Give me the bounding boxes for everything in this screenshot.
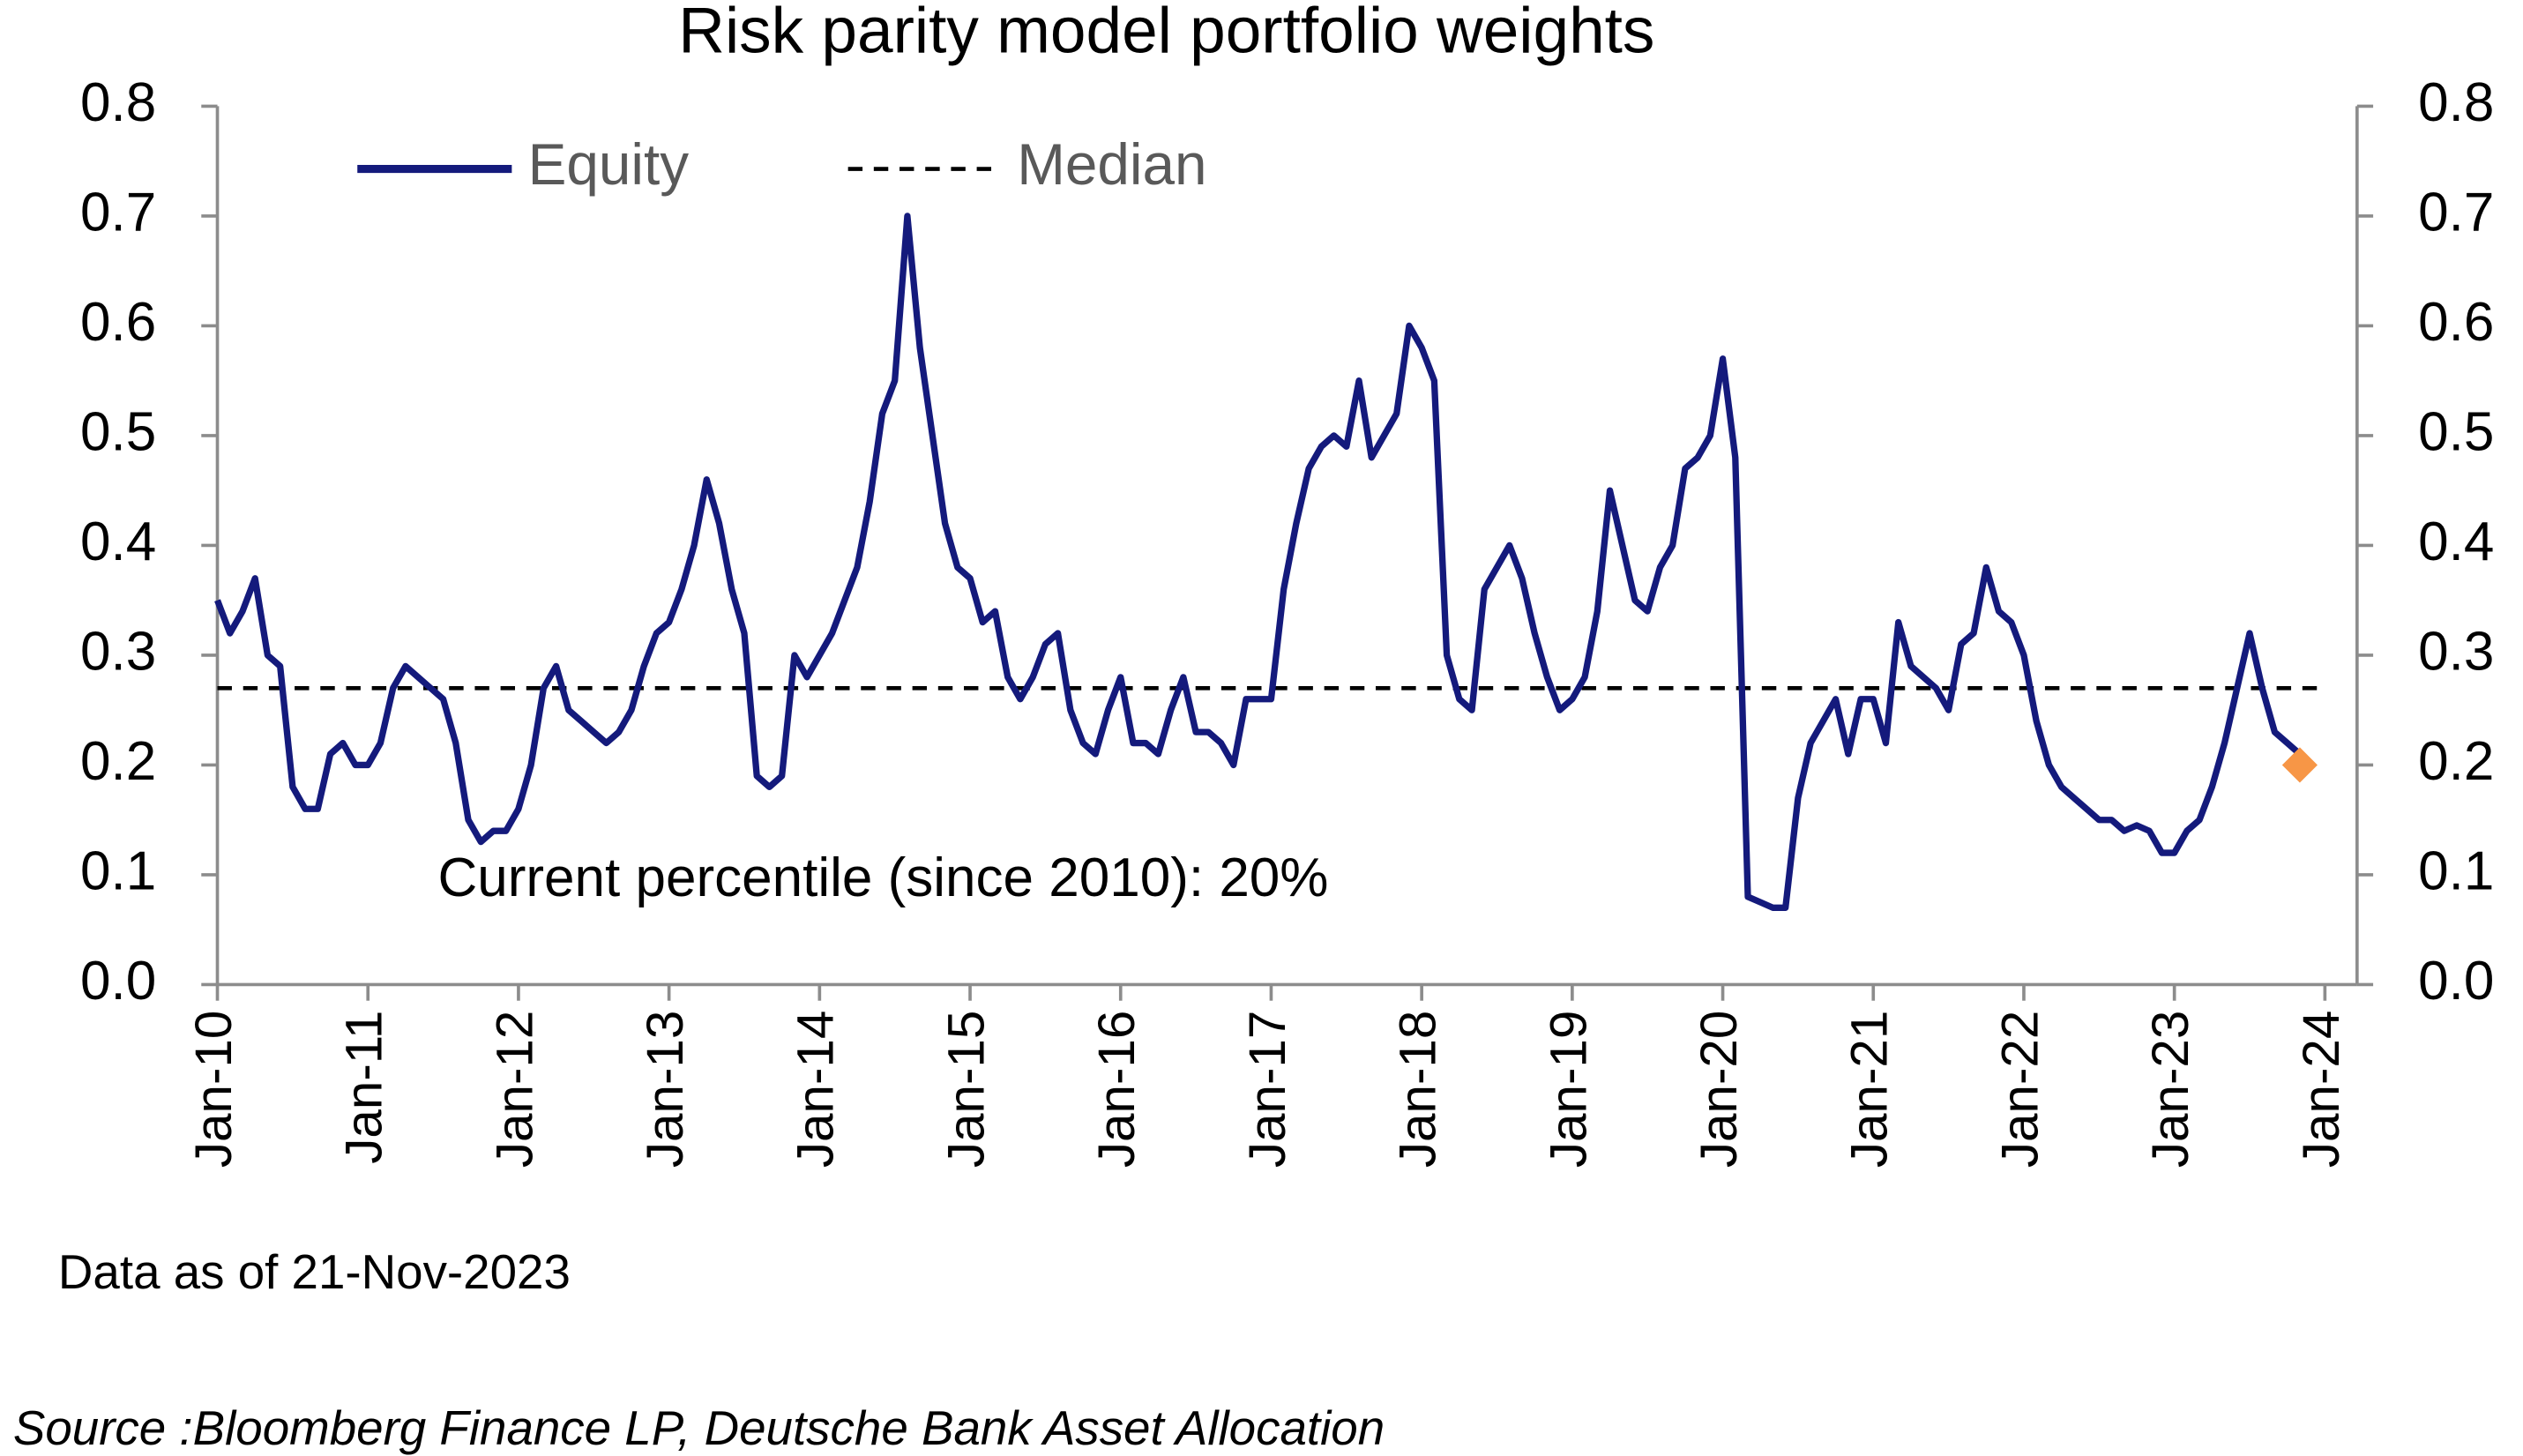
y2-tick-label: 0.1	[2418, 840, 2494, 901]
y-tick-label: 0.8	[80, 72, 156, 133]
y-tick-label: 0.2	[80, 731, 156, 792]
y2-tick-label: 0.2	[2418, 731, 2494, 792]
y-tick-label: 0.4	[80, 511, 156, 572]
y2-tick-label: 0.6	[2418, 292, 2494, 353]
note: Data as of 21-Nov-2023	[58, 1244, 571, 1299]
legend-label: Median	[1017, 132, 1206, 197]
y-tick-label: 0.3	[80, 621, 156, 682]
y2-tick-label: 0.7	[2418, 182, 2494, 243]
y-tick-label: 0.5	[80, 401, 156, 462]
legend-label: Equity	[528, 132, 690, 197]
y2-tick-label: 0.4	[2418, 511, 2494, 572]
x-tick-label: Jan-11	[336, 1011, 393, 1164]
y-tick-label: 0.7	[80, 182, 156, 243]
x-tick-label: Jan-20	[1691, 1011, 1748, 1168]
x-tick-label: Jan-22	[1991, 1011, 2049, 1168]
current-marker	[2281, 747, 2318, 783]
x-tick-label: Jan-19	[1540, 1011, 1597, 1168]
x-tick-label: Jan-21	[1841, 1011, 1899, 1168]
x-tick-label: Jan-14	[788, 1011, 845, 1168]
y2-tick-label: 0.5	[2418, 401, 2494, 462]
x-tick-label: Jan-18	[1390, 1011, 1447, 1168]
source: Source :Bloomberg Finance LP, Deutsche B…	[13, 1400, 1385, 1455]
x-tick-label: Jan-24	[2293, 1011, 2350, 1168]
y-tick-label: 0.1	[80, 840, 156, 901]
y2-tick-label: 0.0	[2418, 951, 2494, 1012]
y2-tick-label: 0.8	[2418, 72, 2494, 133]
x-tick-label: Jan-12	[486, 1011, 543, 1168]
x-tick-label: Jan-10	[185, 1011, 243, 1168]
y-tick-label: 0.0	[80, 951, 156, 1012]
x-tick-label: Jan-17	[1239, 1011, 1296, 1168]
x-tick-label: Jan-15	[937, 1011, 995, 1168]
annotation: Current percentile (since 2010): 20%	[437, 847, 1328, 908]
x-tick-label: Jan-23	[2142, 1011, 2199, 1168]
y-tick-label: 0.6	[80, 292, 156, 353]
equity-line	[214, 213, 2303, 911]
x-tick-label: Jan-13	[637, 1011, 694, 1168]
y2-tick-label: 0.3	[2418, 621, 2494, 682]
chart-title: Risk parity model portfolio weights	[678, 0, 1654, 66]
x-tick-label: Jan-16	[1088, 1011, 1146, 1168]
